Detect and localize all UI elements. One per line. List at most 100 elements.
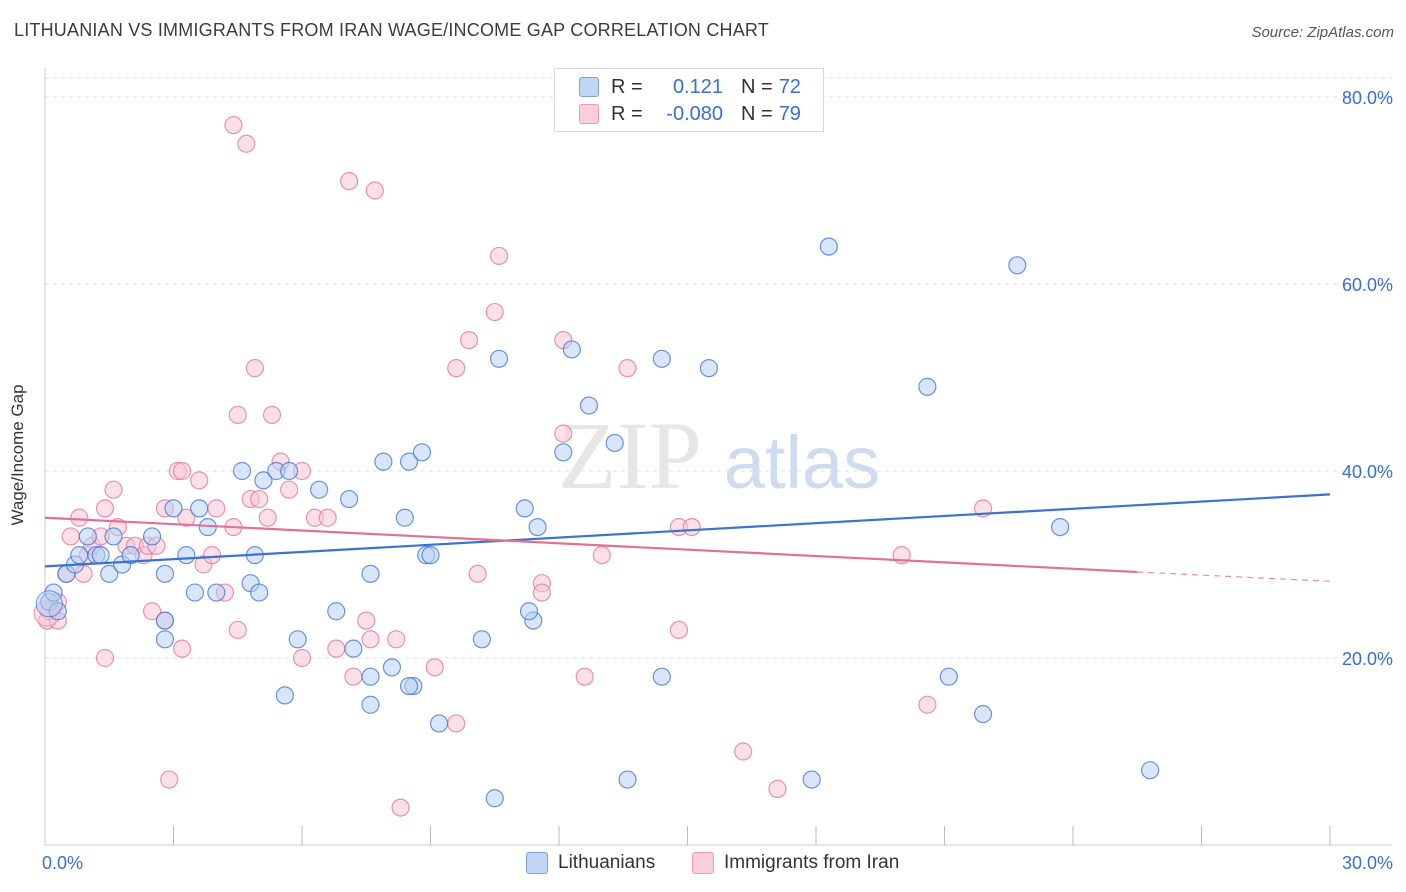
point-lithuanians: [819, 237, 838, 256]
point-lithuanians: [340, 489, 359, 509]
point-lithuanians: [361, 667, 380, 686]
point-iran: [425, 658, 444, 677]
point-iran: [532, 583, 551, 602]
point-iran: [258, 508, 277, 527]
trend-line-iran-extension: [1137, 571, 1331, 582]
point-iran: [340, 172, 359, 191]
point-lithuanians: [275, 686, 294, 705]
point-lithuanians: [361, 564, 380, 583]
legend-item-iran[interactable]: Immigrants from Iran: [692, 852, 899, 874]
point-lithuanians: [190, 499, 209, 518]
trend-line-iran: [44, 516, 1138, 574]
point-iran: [207, 499, 226, 518]
point-lithuanians-cluster: [35, 590, 63, 618]
point-lithuanians: [344, 639, 363, 658]
point-iran: [245, 359, 264, 378]
point-iran: [592, 546, 611, 565]
point-lithuanians: [91, 546, 110, 565]
point-lithuanians: [280, 461, 299, 481]
legend-item-lithuanians[interactable]: Lithuanians: [526, 852, 655, 874]
point-iran: [554, 424, 573, 443]
point-lithuanians: [652, 349, 671, 368]
point-iran: [280, 480, 299, 499]
point-iran: [160, 770, 179, 789]
watermark-atlas: atlas: [724, 421, 880, 504]
point-lithuanians: [1140, 761, 1160, 780]
point-lithuanians: [104, 527, 123, 546]
point-lithuanians: [1051, 517, 1070, 537]
source-credit: Source: ZipAtlas.com: [1251, 24, 1394, 41]
point-lithuanians: [382, 658, 402, 677]
point-lithuanians: [489, 349, 509, 368]
point-lithuanians: [288, 630, 307, 649]
point-iran: [365, 181, 384, 200]
point-iran: [262, 405, 282, 424]
legend-r-value: 0.121: [672, 75, 723, 98]
x-tick-label: 0.0%: [42, 853, 83, 873]
point-lithuanians: [254, 471, 273, 490]
y-tick-label: 40.0%: [1342, 462, 1393, 482]
legend-n-value: 79: [778, 102, 801, 125]
point-iran: [237, 134, 256, 153]
point-lithuanians: [78, 527, 97, 546]
point-lithuanians: [802, 770, 821, 789]
legend-n-label: N =: [741, 102, 773, 125]
point-lithuanians: [185, 583, 205, 602]
legend-swatch-pink: [579, 104, 599, 124]
point-lithuanians: [100, 564, 119, 583]
point-lithuanians: [327, 602, 346, 621]
trend-lines: [44, 493, 1331, 582]
point-lithuanians: [421, 546, 440, 565]
point-iran: [228, 405, 247, 424]
point-iran: [70, 508, 89, 527]
legend-row-lithuanians: R = 0.121 N = 72: [579, 74, 801, 100]
point-lithuanians: [605, 433, 624, 453]
legend-n-label: N =: [741, 75, 773, 98]
legend-swatch-blue: [579, 77, 599, 97]
point-lithuanians: [429, 714, 449, 733]
point-iran: [361, 630, 380, 649]
point-iran: [327, 639, 346, 658]
legend-n-value: 72: [778, 75, 801, 98]
point-lithuanians: [618, 770, 637, 789]
legend-swatch-pink: [692, 852, 714, 874]
point-iran: [918, 695, 937, 714]
x-tick-label: 30.0%: [1342, 853, 1393, 873]
point-lithuanians: [155, 630, 175, 649]
point-lithuanians: [918, 377, 937, 396]
legend-r-label: R =: [611, 102, 643, 125]
point-lithuanians: [399, 452, 419, 471]
legend-row-iran: R = -0.080 N = 79: [579, 101, 801, 127]
chart-title: LITHUANIAN VS IMMIGRANTS FROM IRAN WAGE/…: [14, 20, 770, 40]
point-lithuanians: [412, 443, 432, 462]
point-iran: [104, 480, 123, 499]
point-iran: [172, 461, 192, 481]
point-lithuanians: [554, 443, 573, 462]
point-lithuanians: [374, 452, 393, 471]
point-lithuanians: [207, 583, 226, 602]
y-tick-label: 60.0%: [1342, 275, 1393, 295]
point-iran: [575, 667, 594, 686]
point-iran: [172, 639, 192, 658]
point-lithuanians: [232, 461, 252, 481]
point-iran: [485, 302, 504, 322]
legend-r-label: R =: [611, 75, 643, 98]
watermark-zip: ZIP: [558, 402, 702, 509]
point-iran: [202, 546, 222, 565]
point-lithuanians: [250, 583, 269, 602]
point-iran: [391, 798, 410, 817]
point-iran: [734, 742, 753, 761]
watermark: ZIP atlas: [558, 402, 880, 509]
point-lithuanians: [399, 676, 419, 696]
y-tick-label: 20.0%: [1342, 649, 1393, 669]
point-iran: [468, 564, 487, 583]
point-lithuanians: [361, 695, 380, 714]
point-lithuanians: [519, 602, 539, 621]
trend-line-lithuanians: [44, 493, 1331, 568]
point-lithuanians: [699, 359, 719, 378]
point-iran: [228, 620, 247, 640]
point-iran: [190, 471, 209, 490]
point-iran: [95, 648, 115, 668]
points-lithuanians: [35, 237, 1160, 808]
